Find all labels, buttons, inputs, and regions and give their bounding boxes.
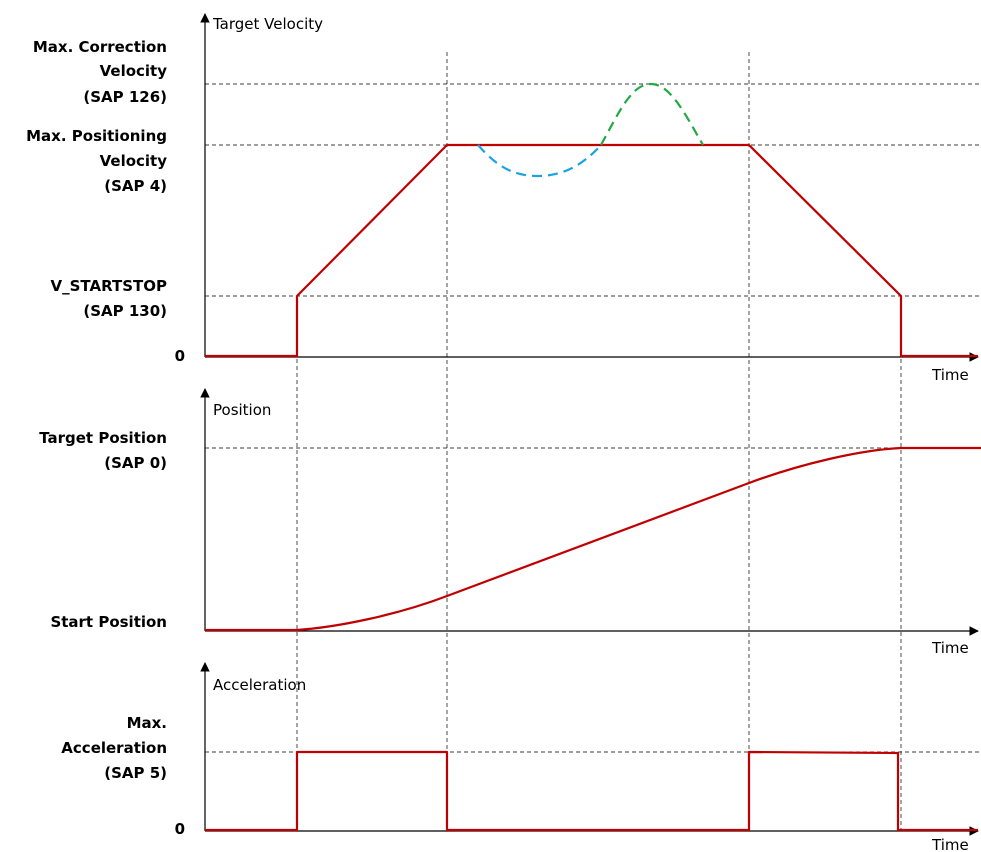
velocity-axis-title: Target Velocity — [212, 15, 323, 33]
acceleration-time-label: Time — [931, 836, 969, 852]
target-position-label-2: (SAP 0) — [104, 454, 167, 472]
target-position-label-1: Target Position — [39, 429, 167, 447]
position-panel: Position Time Target Position (SAP 0) St… — [39, 388, 981, 657]
max-correction-label-2: Velocity — [100, 62, 168, 80]
max-acceleration-label-3: (SAP 5) — [104, 764, 167, 782]
velocity-profile-curve — [205, 143, 978, 358]
velocity-zero-label: 0 — [175, 347, 185, 365]
max-positioning-label-3: (SAP 4) — [104, 177, 167, 195]
max-positioning-label-1: Max. Positioning — [26, 127, 167, 145]
velocity-correction-down-curve — [477, 144, 602, 178]
position-profile-curve — [205, 446, 981, 632]
velocity-panel: Target Velocity Time Max. Correction Vel… — [26, 13, 981, 384]
start-position-label: Start Position — [50, 613, 167, 631]
position-axis-title: Position — [213, 401, 271, 419]
max-correction-label-3: (SAP 126) — [83, 88, 167, 106]
acceleration-zero-label: 0 — [175, 820, 185, 838]
position-time-label: Time — [931, 639, 969, 657]
velocity-time-label: Time — [931, 366, 969, 384]
acceleration-axis-title: Acceleration — [213, 676, 306, 694]
max-positioning-label-2: Velocity — [100, 152, 168, 170]
max-acceleration-label-1: Max. — [127, 714, 167, 732]
v-startstop-label-2: (SAP 130) — [83, 302, 167, 320]
v-startstop-label-1: V_STARTSTOP — [51, 277, 167, 295]
max-correction-label-1: Max. Correction — [33, 38, 167, 56]
max-acceleration-label-2: Acceleration — [61, 739, 167, 757]
acceleration-panel: Acceleration Time Max. Acceleration (SAP… — [61, 662, 981, 852]
acceleration-profile-curve — [205, 750, 978, 832]
velocity-correction-up-curve — [600, 82, 704, 146]
